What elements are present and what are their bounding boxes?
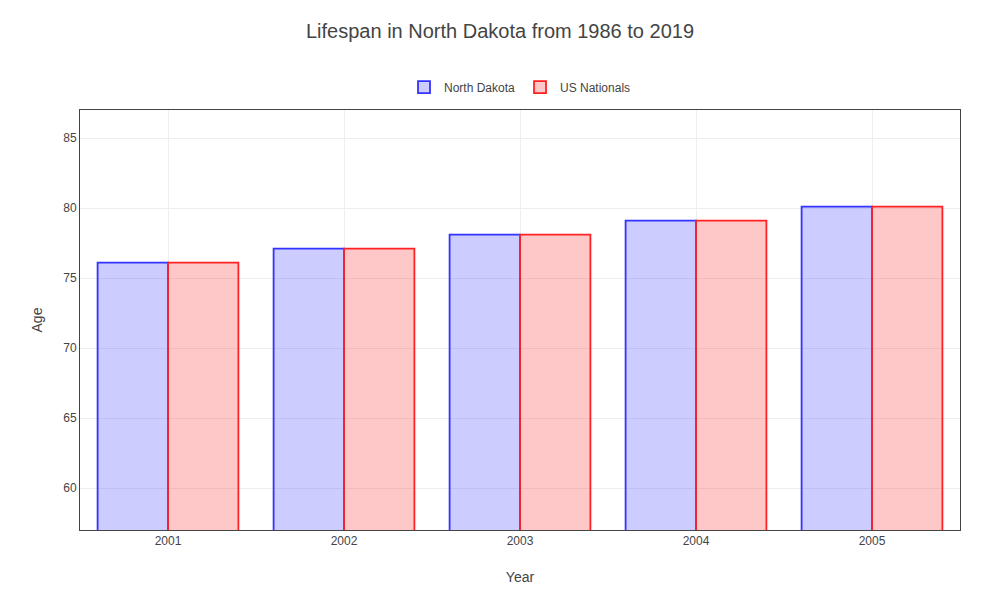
- svg-text:2004: 2004: [683, 534, 710, 548]
- svg-text:80: 80: [63, 201, 77, 215]
- svg-text:2003: 2003: [507, 534, 534, 548]
- svg-text:2005: 2005: [859, 534, 886, 548]
- svg-text:85: 85: [63, 131, 77, 145]
- svg-text:Age: Age: [29, 307, 45, 332]
- svg-text:70: 70: [63, 341, 77, 355]
- svg-text:2001: 2001: [155, 534, 182, 548]
- svg-text:North Dakota: North Dakota: [444, 81, 515, 95]
- svg-text:65: 65: [63, 411, 77, 425]
- svg-text:US Nationals: US Nationals: [560, 81, 630, 95]
- svg-text:60: 60: [63, 481, 77, 495]
- svg-text:75: 75: [63, 271, 77, 285]
- svg-text:Year: Year: [506, 569, 535, 585]
- svg-text:2002: 2002: [331, 534, 358, 548]
- svg-text:Lifespan in North Dakota from: Lifespan in North Dakota from 1986 to 20…: [306, 20, 694, 42]
